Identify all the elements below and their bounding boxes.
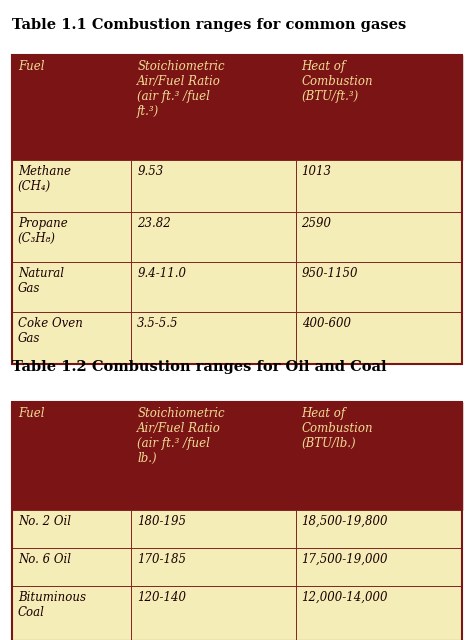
Text: Natural
Gas: Natural Gas (18, 267, 64, 295)
Text: 23.82: 23.82 (137, 217, 171, 230)
Text: Fuel: Fuel (18, 60, 45, 73)
Bar (12, 55, 131, 160)
Text: Bituminous
Coal: Bituminous Coal (18, 591, 86, 619)
Bar (131, 55, 295, 160)
Text: Table 1.2 Combustion ranges for Oil and Coal: Table 1.2 Combustion ranges for Oil and … (12, 360, 386, 374)
Text: 17,500-19,000: 17,500-19,000 (301, 553, 388, 566)
Text: 400-600: 400-600 (301, 317, 351, 330)
Text: Stoichiometric
Air/Fuel Ratio
(air ft.³ /fuel
ft.³): Stoichiometric Air/Fuel Ratio (air ft.³ … (137, 60, 225, 118)
Bar (295, 55, 462, 160)
Bar (295, 510, 462, 548)
Text: 170-185: 170-185 (137, 553, 186, 566)
Bar (12, 312, 131, 364)
Text: Propane
(C₃H₈): Propane (C₃H₈) (18, 217, 68, 245)
Text: Methane
(CH₄): Methane (CH₄) (18, 165, 71, 193)
Bar (295, 312, 462, 364)
Bar (12, 262, 131, 312)
Text: 12,000-14,000: 12,000-14,000 (301, 591, 388, 604)
Bar (295, 402, 462, 510)
Text: Stoichiometric
Air/Fuel Ratio
(air ft.³ /fuel
lb.): Stoichiometric Air/Fuel Ratio (air ft.³ … (137, 407, 225, 465)
Bar (12, 402, 131, 510)
Bar (295, 212, 462, 262)
Bar (131, 548, 295, 586)
Text: 3.5-5.5: 3.5-5.5 (137, 317, 179, 330)
Bar (12, 510, 131, 548)
Text: 950-1150: 950-1150 (301, 267, 358, 280)
Bar (131, 402, 295, 510)
Bar (12, 160, 131, 212)
Text: 18,500-19,800: 18,500-19,800 (301, 515, 388, 528)
Bar (12, 586, 131, 640)
Bar (12, 55, 462, 364)
Bar (12, 402, 462, 640)
Text: Fuel: Fuel (18, 407, 45, 420)
Text: Heat of
Combustion
(BTU/ft.³): Heat of Combustion (BTU/ft.³) (301, 60, 373, 103)
Bar (131, 510, 295, 548)
Bar (131, 160, 295, 212)
Bar (295, 586, 462, 640)
Text: 2590: 2590 (301, 217, 331, 230)
Bar (295, 262, 462, 312)
Text: Heat of
Combustion
(BTU/lb.): Heat of Combustion (BTU/lb.) (301, 407, 373, 450)
Text: 9.53: 9.53 (137, 165, 164, 178)
Bar (12, 212, 131, 262)
Text: 180-195: 180-195 (137, 515, 186, 528)
Text: Table 1.1 Combustion ranges for common gases: Table 1.1 Combustion ranges for common g… (12, 18, 406, 32)
Bar (295, 160, 462, 212)
Bar (131, 586, 295, 640)
Bar (131, 212, 295, 262)
Bar (131, 312, 295, 364)
Text: No. 2 Oil: No. 2 Oil (18, 515, 71, 528)
Bar (131, 262, 295, 312)
Bar (12, 548, 131, 586)
Text: 9.4-11.0: 9.4-11.0 (137, 267, 186, 280)
Bar (295, 548, 462, 586)
Text: 1013: 1013 (301, 165, 331, 178)
Text: No. 6 Oil: No. 6 Oil (18, 553, 71, 566)
Text: 120-140: 120-140 (137, 591, 186, 604)
Text: Coke Oven
Gas: Coke Oven Gas (18, 317, 83, 345)
